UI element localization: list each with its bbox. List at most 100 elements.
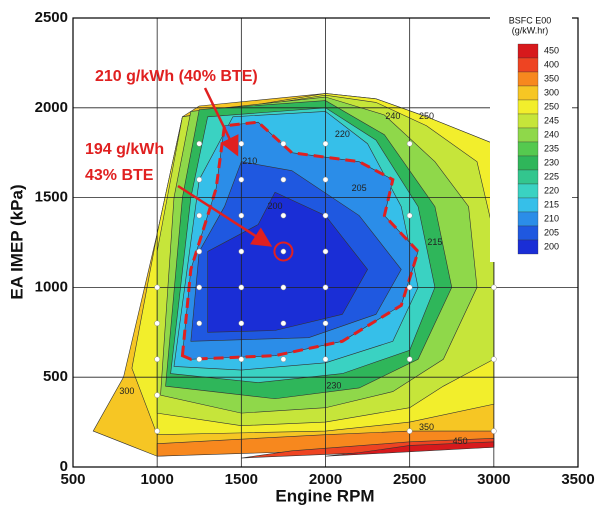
operating-point [406,140,413,147]
colorbar-label: 225 [544,171,559,181]
highlight-marker [273,241,294,262]
operating-point [322,248,329,255]
operating-point [322,356,329,363]
colorbar-cell [517,113,539,129]
operating-point [238,176,245,183]
colorbar-label: 450 [544,45,559,55]
annotation: 210 g/kWh (40% BTE) [95,68,258,85]
colorbar-title: BSFC E00 [509,15,552,25]
operating-point [322,320,329,327]
y-tick-label: 1500 [35,189,68,206]
colorbar-cell [517,141,539,157]
contour-label: 240 [385,111,400,121]
operating-point [406,212,413,219]
colorbar-cell [517,225,539,241]
operating-point [280,176,287,183]
operating-point [238,212,245,219]
colorbar-cell [517,57,539,73]
x-tick-label: 3500 [561,471,594,488]
operating-point [154,320,161,327]
colorbar-cell [517,99,539,115]
colorbar-label: 300 [544,87,559,97]
contour-label: 200 [267,201,282,211]
operating-point [238,140,245,147]
operating-point [322,140,329,147]
operating-point [154,392,161,399]
operating-point [154,284,161,291]
colorbar-label: 230 [544,157,559,167]
colorbar-label: 350 [544,73,559,83]
x-tick-label: 1500 [225,471,258,488]
operating-point [322,212,329,219]
operating-point [238,320,245,327]
colorbar-cell [517,197,539,213]
contour-outline [180,120,420,361]
operating-point [490,284,497,291]
operating-point [406,284,413,291]
contour-label: 205 [352,183,367,193]
operating-point [196,248,203,255]
operating-point [406,428,413,434]
colorbar-label: 210 [544,213,559,223]
colorbar-label: 215 [544,199,559,209]
colorbar-cell [517,127,539,143]
operating-point [196,320,203,327]
colorbar-label: 235 [544,143,559,153]
colorbar-cell [517,85,539,101]
operating-point [406,356,413,363]
colorbar-label: 240 [544,129,559,139]
colorbar-cell [517,155,539,171]
operating-point [280,140,287,147]
x-tick-label: 2500 [393,471,426,488]
colorbar-title: (g/kW.hr) [512,25,549,35]
y-tick-label: 2000 [35,99,68,116]
y-tick-label: 2500 [35,9,68,26]
operating-point [322,176,329,183]
operating-point [322,284,329,291]
contour-label: 230 [326,381,341,391]
operating-point [280,248,287,255]
colorbar-cell [517,43,539,59]
operating-point [196,176,203,183]
contour-label: 250 [419,111,434,121]
x-axis-label: Engine RPM [275,486,374,505]
colorbar-label: 250 [544,101,559,111]
contour-label: 210 [242,156,257,166]
operating-point [238,284,245,291]
colorbar-label: 400 [544,59,559,69]
colorbar-cell [517,183,539,199]
operating-point [238,356,245,363]
y-axis-label: EA IMEP (kPa) [7,184,26,299]
contour-label: 220 [335,129,350,139]
y-tick-label: 500 [43,368,68,385]
colorbar-label: 200 [544,241,559,251]
x-tick-label: 1000 [140,471,173,488]
contour-label: 350 [419,422,434,432]
operating-point [280,284,287,291]
x-tick-label: 2000 [309,471,342,488]
colorbar-label: 245 [544,115,559,125]
operating-point [196,212,203,219]
x-tick-label: 500 [60,471,85,488]
contour-label: 215 [427,237,442,247]
arrow [203,87,239,157]
operating-point [490,356,497,363]
operating-point [238,248,245,255]
operating-point [280,212,287,219]
plot-frame [72,17,579,468]
operating-point [196,284,203,291]
colorbar-cell [517,71,539,87]
colorbar-label: 220 [544,185,559,195]
operating-point [490,428,497,434]
contour-label: 300 [119,386,134,396]
operating-point [196,140,203,147]
contour-label: 450 [453,436,468,446]
operating-point [196,356,203,363]
colorbar-cell [517,211,539,227]
arrow [177,184,273,247]
annotation: 43% BTE [85,167,154,184]
operating-point [154,428,161,434]
y-tick-label: 1000 [35,278,68,295]
plot-area: 300 250 240 230 220 215 210 205 200 350 450 [72,17,579,468]
